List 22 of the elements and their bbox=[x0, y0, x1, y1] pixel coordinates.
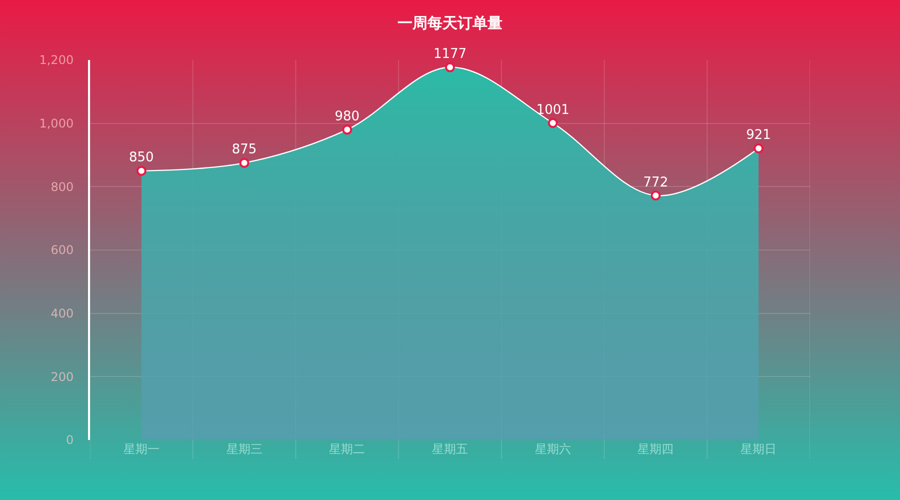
x-tick-label: 星期四 bbox=[638, 442, 674, 456]
chart-title: 一周每天订单量 bbox=[398, 14, 502, 32]
data-label: 850 bbox=[129, 150, 154, 165]
data-label: 921 bbox=[746, 127, 771, 142]
x-tick-label: 星期二 bbox=[329, 442, 366, 456]
data-label: 1001 bbox=[536, 102, 570, 117]
x-tick-label: 星期六 bbox=[534, 442, 571, 456]
data-label: 980 bbox=[334, 108, 360, 124]
x-tick-label: 星期一 bbox=[123, 442, 160, 456]
x-tick-label: 星期三 bbox=[226, 442, 262, 456]
data-label: 875 bbox=[232, 142, 257, 157]
data-label: 1177 bbox=[433, 46, 467, 62]
y-tick-label: 200 bbox=[50, 370, 74, 384]
y-tick-label: 800 bbox=[50, 180, 74, 194]
y-tick-label: 1,200 bbox=[39, 53, 74, 68]
y-tick-label: 1,000 bbox=[39, 116, 74, 131]
data-label: 772 bbox=[643, 174, 668, 190]
x-tick-label: 星期五 bbox=[432, 442, 468, 456]
x-tick-label: 星期日 bbox=[740, 442, 777, 456]
y-tick-label: 400 bbox=[50, 306, 74, 321]
y-tick-label: 0 bbox=[66, 433, 74, 448]
y-tick-label: 600 bbox=[50, 243, 74, 258]
